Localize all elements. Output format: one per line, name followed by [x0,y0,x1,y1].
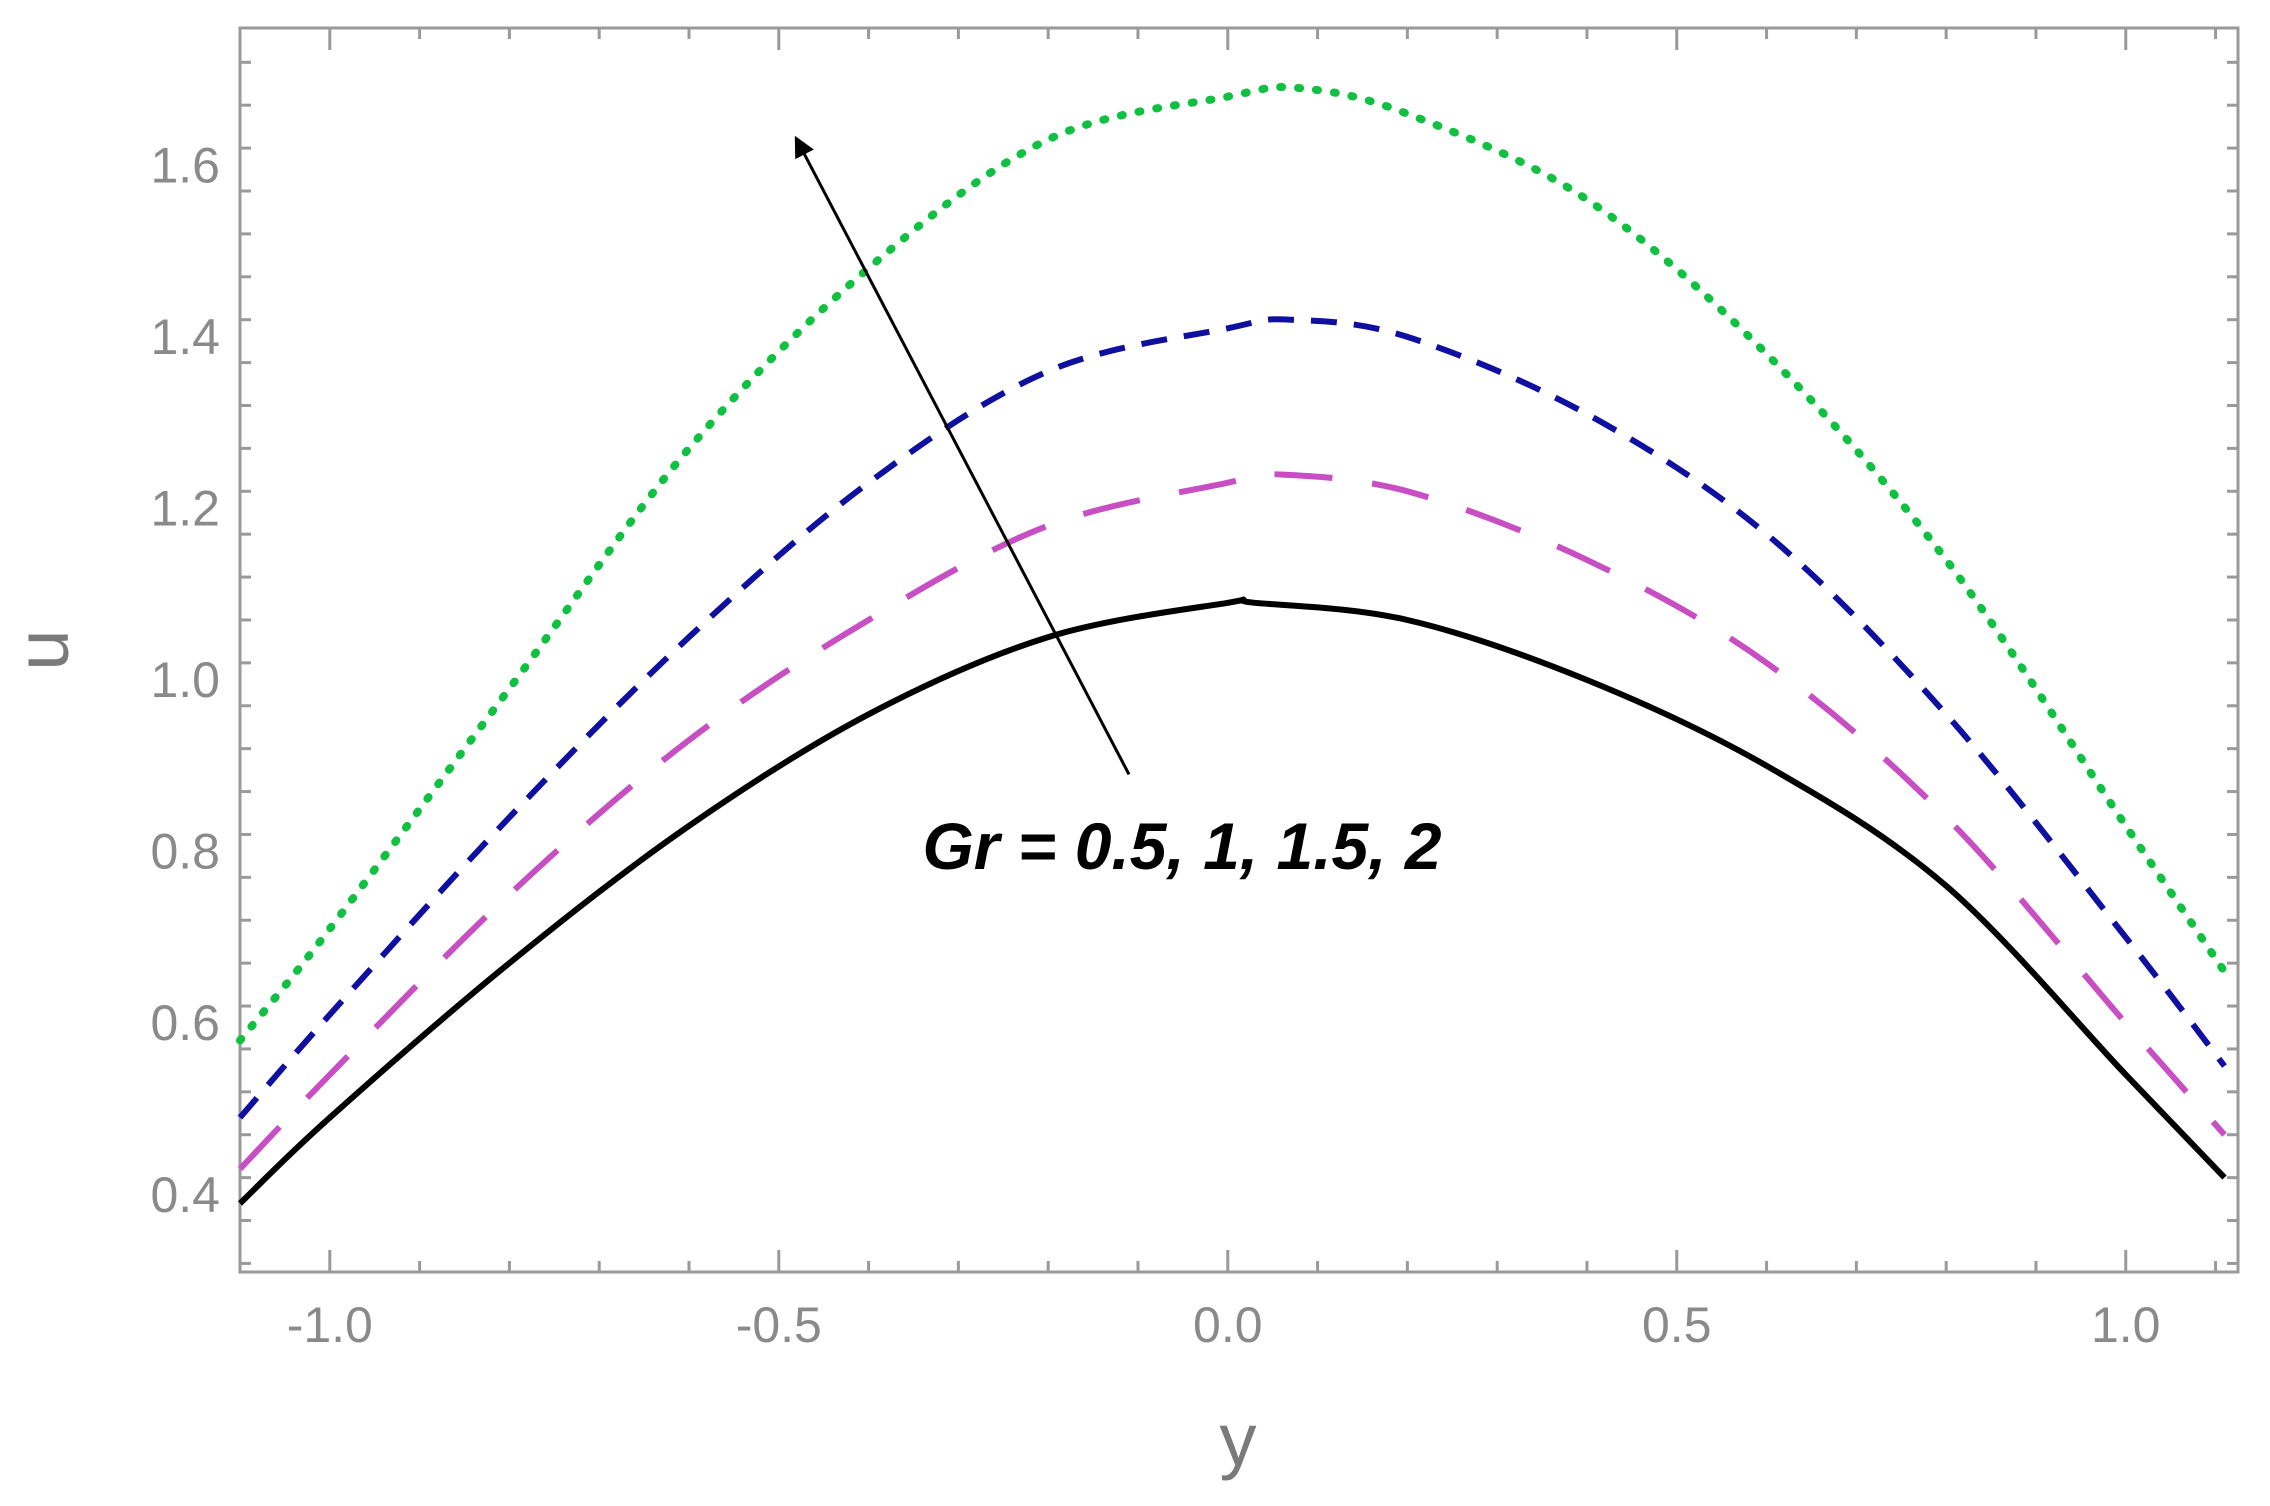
y-tick-label: 0.4 [150,1167,220,1223]
x-tick-label: 0.5 [1642,1297,1712,1353]
y-tick-label: 1.4 [150,309,220,365]
x-tick-label: -0.5 [736,1297,822,1353]
annotation-layer: Gr = 0.5, 1, 1.5, 2 [794,135,1442,883]
series-line-3 [237,316,2227,1120]
series-line-1 [237,596,2227,1206]
x-axis-title: y [1220,1398,1257,1481]
y-axis-title: u [1,629,84,670]
y-tick-label: 1.2 [150,480,220,536]
plot-frame [238,26,2240,1274]
x-tick-label: 0.0 [1193,1297,1263,1353]
y-tick-label: 1.6 [150,137,220,193]
series-line-4 [236,83,2229,1045]
y-tick-label: 1.0 [150,652,220,708]
y-tick-label: 0.6 [150,995,220,1051]
y-tick-label: 0.8 [150,824,220,880]
series-line-2 [237,470,2227,1172]
axis-ticks: -1.0 -0.5 0.0 0.5 1.0 0.4 0.6 0.8 1.0 1.2 1.4 1.6 [150,28,2238,1353]
annotation-label: Gr = 0.5, 1, 1.5, 2 [922,809,1441,883]
x-tick-label: -1.0 [287,1297,373,1353]
annotation-arrow [794,135,1131,776]
series-layer [236,83,2229,1206]
x-tick-label: 1.0 [2091,1297,2161,1353]
